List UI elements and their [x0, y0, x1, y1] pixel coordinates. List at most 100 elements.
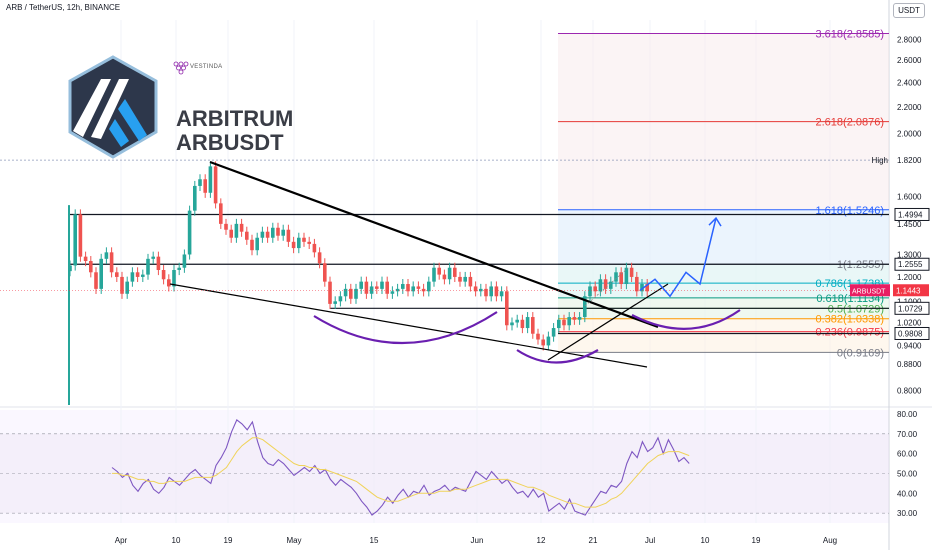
- price-axis-tick: 0.9400: [897, 341, 922, 350]
- price-axis-tick: 0.8800: [897, 360, 922, 369]
- price-level-tag: [894, 207, 930, 221]
- brand-icon-dot: [178, 61, 184, 67]
- price-axis-tick: 1.0200: [897, 318, 922, 327]
- price-level-tag: [894, 257, 930, 271]
- brand-icon-dot: [178, 69, 184, 75]
- candle-body: [427, 281, 431, 292]
- candle-body: [120, 276, 124, 294]
- candle-body: [401, 284, 405, 289]
- rsi-axis-tick: 50.00: [897, 469, 918, 478]
- candle-body: [468, 276, 473, 287]
- candle-body: [473, 286, 478, 292]
- candle-body: [624, 267, 629, 285]
- time-axis-tick: 21: [589, 536, 598, 545]
- time-axis-tick: Jun: [471, 536, 484, 545]
- price-level-tag: [894, 301, 930, 315]
- price-axis-tick: 2.2000: [897, 103, 922, 112]
- candle-body: [312, 243, 317, 253]
- price-axis-tick: 1.4500: [897, 220, 922, 229]
- brand-name: VESTINDA: [190, 64, 223, 70]
- candle-body: [99, 258, 103, 289]
- candle-body: [141, 274, 145, 277]
- candle-body: [510, 322, 514, 326]
- candle-body: [328, 281, 332, 304]
- candle-body: [489, 286, 493, 297]
- rsi-axis-tick: 30.00: [897, 509, 918, 518]
- candle-body: [317, 252, 322, 264]
- candle-body: [250, 239, 254, 251]
- candle-body: [416, 286, 421, 289]
- candle-body: [130, 272, 135, 282]
- candle-body: [536, 333, 540, 340]
- price-level-tag-label: 0.9808: [898, 329, 923, 338]
- candle-body: [73, 214, 77, 266]
- price-level-tag-label: 1.2555: [898, 260, 923, 269]
- price-level-tag: [894, 326, 930, 340]
- rounded-bottom-arc: [516, 349, 599, 364]
- candle-body: [593, 286, 597, 292]
- candle-body: [364, 281, 369, 294]
- time-axis-tick: 19: [752, 536, 761, 545]
- rsi-ma-line: [112, 437, 690, 508]
- high-label: High: [872, 156, 888, 165]
- candle-body: [390, 291, 395, 294]
- rsi-band-fill: [0, 433, 889, 514]
- descending-trendline: [209, 160, 659, 329]
- candle-body: [380, 281, 384, 289]
- candle-body: [260, 231, 265, 238]
- rsi-axis-tick: 60.00: [897, 450, 918, 459]
- fib-label-1-618: 1.618(1.5246): [816, 205, 885, 217]
- candle-body: [629, 267, 634, 277]
- candle-body: [505, 291, 509, 326]
- candle-body: [198, 179, 202, 186]
- brand-icon-dot: [183, 61, 189, 67]
- arbitrum-logo: [68, 55, 158, 159]
- price-axis-tick: 1.6000: [897, 192, 922, 201]
- candle-body: [104, 252, 109, 259]
- fib-label-0: 0(0.9169): [837, 347, 884, 359]
- logo-stripe-blue: [118, 99, 147, 141]
- price-level-tag-label: 1.4994: [898, 210, 923, 219]
- rsi-line: [111, 419, 690, 516]
- logo-stripe-blue: [109, 119, 129, 147]
- candle-body: [213, 166, 218, 204]
- candle-body: [369, 286, 374, 294]
- candle-body: [281, 229, 285, 236]
- candle-body: [276, 227, 280, 236]
- brand-icon-dot: [181, 65, 186, 71]
- time-axis-tick: Jul: [645, 536, 655, 545]
- price-axis-tick: 1.2000: [897, 273, 922, 282]
- price-axis-tick: 2.0000: [897, 130, 922, 139]
- candle-body: [265, 231, 270, 238]
- price-axis-tick: 1.8200: [897, 156, 922, 165]
- candle-body: [619, 272, 623, 285]
- candle-body: [525, 317, 530, 329]
- candle-body: [349, 288, 353, 299]
- candle-body: [395, 288, 400, 292]
- currency-unit-button[interactable]: USDT: [893, 3, 925, 18]
- candle-body: [385, 281, 389, 294]
- lower-channel-line: [169, 283, 648, 368]
- candle-body: [494, 286, 499, 297]
- chart-subtitle: ARBUSDT: [176, 130, 284, 155]
- candle-body: [603, 279, 608, 289]
- fib-zone-extension: [558, 209, 889, 265]
- ascending-support-line: [547, 283, 669, 361]
- last-price-tag: [893, 284, 929, 297]
- price-level-tag-label: 1.0729: [898, 304, 923, 313]
- candle-body: [458, 276, 462, 282]
- fib-label-0-236: 0.236(0.9875): [816, 327, 885, 339]
- candle-body: [531, 317, 535, 334]
- candle-body: [229, 229, 233, 238]
- candle-body: [406, 284, 410, 292]
- candle-body: [302, 237, 306, 242]
- candle-body: [286, 229, 291, 242]
- candle-body: [614, 272, 618, 282]
- rsi-axis-tick: 80.00: [897, 410, 918, 419]
- candle-body: [359, 281, 363, 289]
- candle-body: [187, 210, 192, 255]
- rsi-axis-tick: 70.00: [897, 430, 918, 439]
- symbol-tag-label: ARBUSDT: [852, 288, 886, 295]
